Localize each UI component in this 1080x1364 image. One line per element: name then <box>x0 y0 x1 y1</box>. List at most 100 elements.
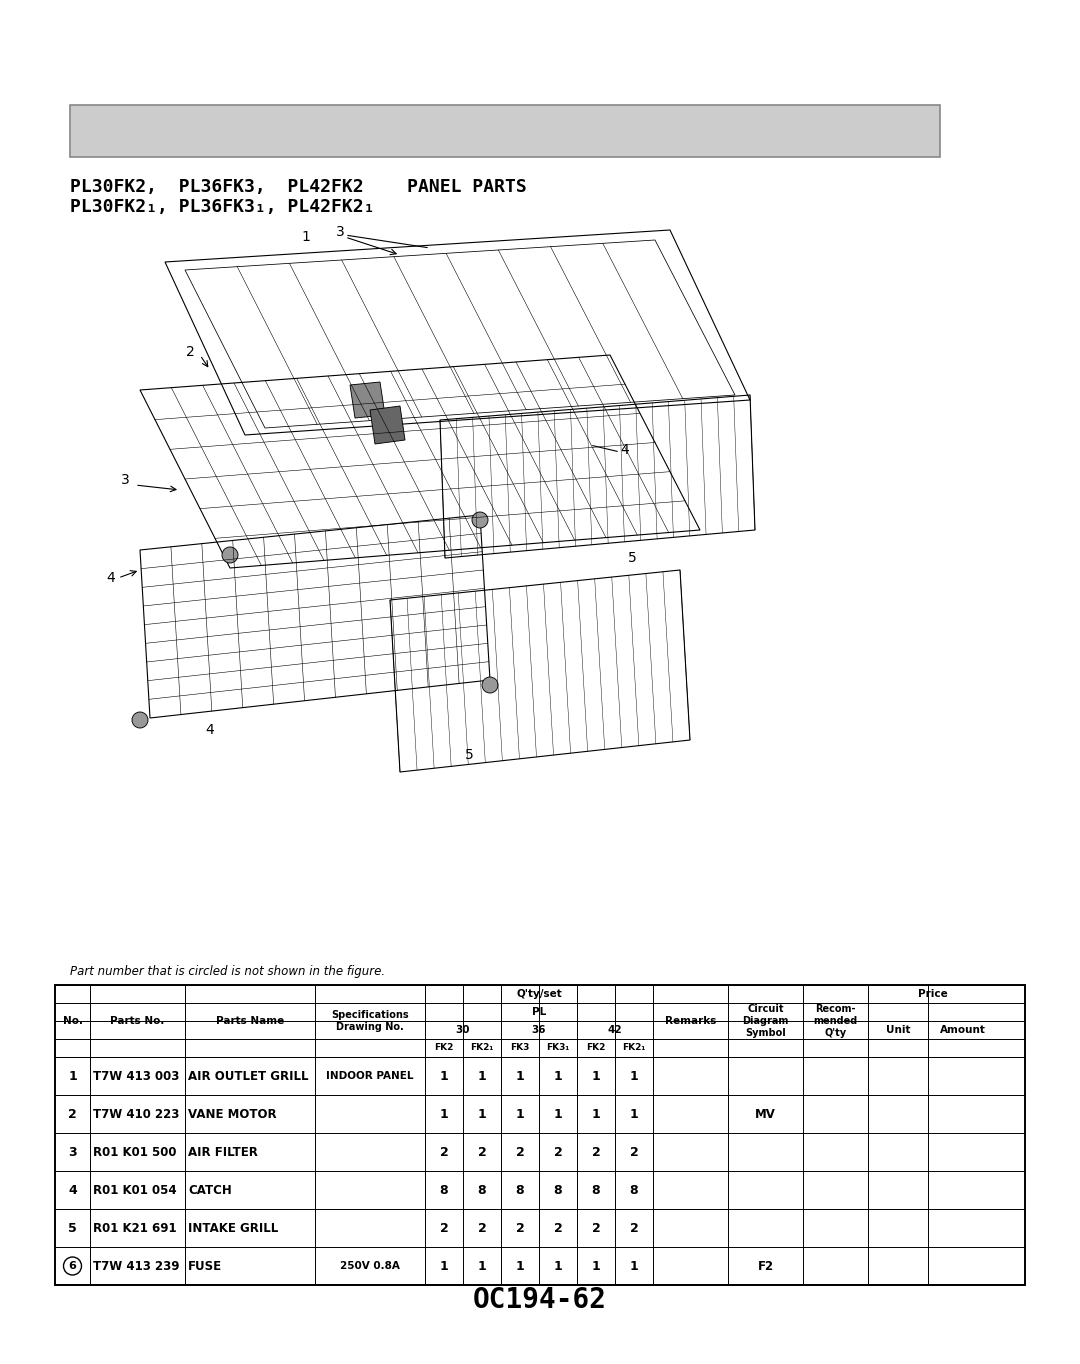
Text: Amount: Amount <box>940 1024 986 1035</box>
Text: 2: 2 <box>515 1146 525 1158</box>
Text: 5: 5 <box>465 747 474 762</box>
Text: AIR OUTLET GRILL: AIR OUTLET GRILL <box>188 1069 309 1083</box>
Text: R01 K01 054: R01 K01 054 <box>93 1184 177 1196</box>
Text: 8: 8 <box>554 1184 563 1196</box>
Text: FUSE: FUSE <box>188 1259 222 1273</box>
Text: 2: 2 <box>592 1222 600 1234</box>
Text: MV: MV <box>755 1108 775 1120</box>
Text: Unit: Unit <box>886 1024 910 1035</box>
Text: 250V 0.8A: 250V 0.8A <box>340 1260 400 1271</box>
Circle shape <box>222 547 238 563</box>
Text: PL: PL <box>531 1007 546 1018</box>
Text: 4: 4 <box>106 572 114 585</box>
Text: Parts Name: Parts Name <box>216 1016 284 1026</box>
Circle shape <box>132 712 148 728</box>
Text: INTAKE GRILL: INTAKE GRILL <box>188 1222 279 1234</box>
Text: R01 K21 691: R01 K21 691 <box>93 1222 177 1234</box>
Text: 1: 1 <box>592 1108 600 1120</box>
Text: 2: 2 <box>440 1222 448 1234</box>
Polygon shape <box>370 406 405 445</box>
Text: 1: 1 <box>554 1069 563 1083</box>
Text: 1: 1 <box>477 1069 486 1083</box>
Text: 1: 1 <box>477 1259 486 1273</box>
Text: Circuit
Diagram
Symbol: Circuit Diagram Symbol <box>742 1004 788 1038</box>
Text: FK3: FK3 <box>511 1043 529 1053</box>
Text: T7W 410 223: T7W 410 223 <box>93 1108 179 1120</box>
Text: 2: 2 <box>440 1146 448 1158</box>
Text: 2: 2 <box>477 1222 486 1234</box>
Text: 1: 1 <box>554 1259 563 1273</box>
Text: Parts No.: Parts No. <box>110 1016 164 1026</box>
Text: 1: 1 <box>68 1069 77 1083</box>
Text: Recom-
mended
Q'ty: Recom- mended Q'ty <box>813 1004 858 1038</box>
Text: FK3₁: FK3₁ <box>546 1043 569 1053</box>
Text: 1: 1 <box>440 1108 448 1120</box>
Text: 5: 5 <box>627 551 637 565</box>
Text: 30: 30 <box>456 1024 470 1035</box>
Text: 8: 8 <box>630 1184 638 1196</box>
Text: 8: 8 <box>515 1184 524 1196</box>
Polygon shape <box>350 382 384 417</box>
Text: 1: 1 <box>301 231 310 244</box>
Text: Part number that is circled is not shown in the figure.: Part number that is circled is not shown… <box>70 964 386 978</box>
Text: 8: 8 <box>440 1184 448 1196</box>
Text: FK2₁: FK2₁ <box>622 1043 646 1053</box>
Text: 5: 5 <box>68 1222 77 1234</box>
Text: F2: F2 <box>757 1259 773 1273</box>
Text: CATCH: CATCH <box>188 1184 232 1196</box>
Text: PL30FK2,  PL36FK3,  PL42FK2    PANEL PARTS: PL30FK2, PL36FK3, PL42FK2 PANEL PARTS <box>70 177 527 196</box>
Text: FK2: FK2 <box>586 1043 606 1053</box>
Text: 2: 2 <box>630 1146 638 1158</box>
Circle shape <box>472 512 488 528</box>
Text: PL30FK2₁, PL36FK3₁, PL42FK2₁: PL30FK2₁, PL36FK3₁, PL42FK2₁ <box>70 198 375 216</box>
Text: 8: 8 <box>477 1184 486 1196</box>
Text: 42: 42 <box>608 1024 622 1035</box>
Text: 2: 2 <box>554 1222 563 1234</box>
Text: 2: 2 <box>68 1108 77 1120</box>
Text: 1: 1 <box>515 1069 525 1083</box>
Text: AIR FILTER: AIR FILTER <box>188 1146 258 1158</box>
Text: 2: 2 <box>554 1146 563 1158</box>
Bar <box>55 985 1025 1285</box>
Text: FK2₁: FK2₁ <box>471 1043 494 1053</box>
Text: R01 K01 500: R01 K01 500 <box>93 1146 176 1158</box>
Text: 4: 4 <box>68 1184 77 1196</box>
Text: T7W 413 239: T7W 413 239 <box>93 1259 179 1273</box>
Text: 1: 1 <box>630 1259 638 1273</box>
Circle shape <box>482 677 498 693</box>
Text: 1: 1 <box>592 1069 600 1083</box>
Text: 3: 3 <box>121 473 130 487</box>
Text: 2: 2 <box>592 1146 600 1158</box>
Bar <box>55 985 1025 1285</box>
Text: 2: 2 <box>477 1146 486 1158</box>
Text: 1: 1 <box>630 1108 638 1120</box>
Text: 1: 1 <box>630 1069 638 1083</box>
Text: 1: 1 <box>592 1259 600 1273</box>
Text: Remarks: Remarks <box>665 1016 716 1026</box>
Text: 1: 1 <box>440 1069 448 1083</box>
Text: 4: 4 <box>620 443 629 457</box>
FancyBboxPatch shape <box>70 105 940 157</box>
Text: 1: 1 <box>554 1108 563 1120</box>
Text: 1: 1 <box>477 1108 486 1120</box>
Text: FK2: FK2 <box>434 1043 454 1053</box>
Text: 2: 2 <box>186 345 195 359</box>
Text: Price: Price <box>918 989 948 998</box>
Text: 2: 2 <box>630 1222 638 1234</box>
Text: 1: 1 <box>515 1259 525 1273</box>
Text: 3: 3 <box>336 225 345 239</box>
Text: VANE MOTOR: VANE MOTOR <box>188 1108 276 1120</box>
Text: 1: 1 <box>440 1259 448 1273</box>
Text: 6: 6 <box>68 1260 77 1271</box>
Text: T7W 413 003: T7W 413 003 <box>93 1069 179 1083</box>
Text: 4: 4 <box>205 723 214 737</box>
Text: Q'ty/set: Q'ty/set <box>516 989 562 998</box>
Text: 1: 1 <box>515 1108 525 1120</box>
Text: 36: 36 <box>531 1024 546 1035</box>
Text: No.: No. <box>63 1016 82 1026</box>
Text: Specifications
Drawing No.: Specifications Drawing No. <box>332 1011 409 1031</box>
Text: INDOOR PANEL: INDOOR PANEL <box>326 1071 414 1082</box>
Text: 2: 2 <box>515 1222 525 1234</box>
Text: OC194-62: OC194-62 <box>473 1286 607 1314</box>
Text: 8: 8 <box>592 1184 600 1196</box>
